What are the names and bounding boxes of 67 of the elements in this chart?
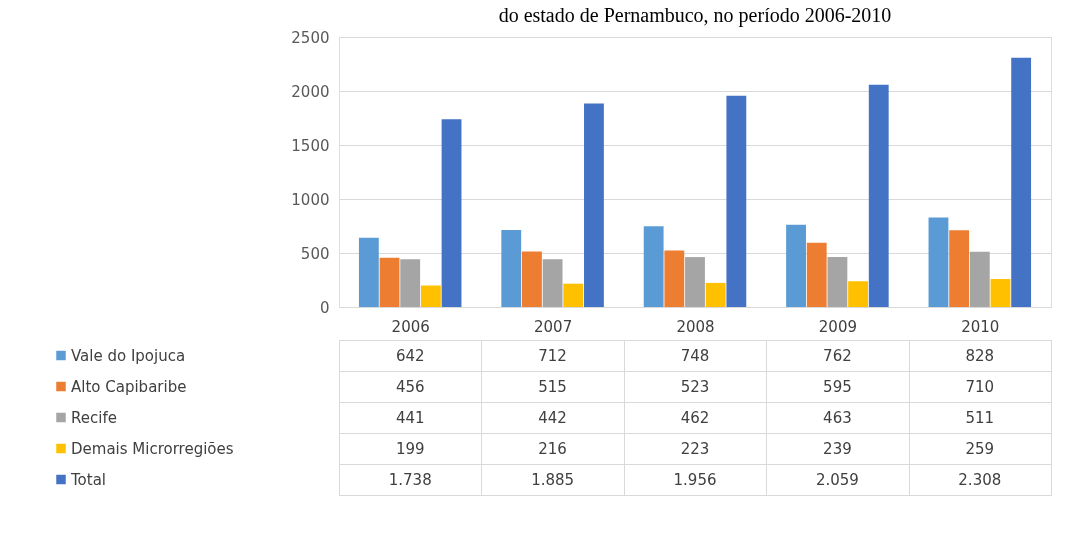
bar (949, 230, 970, 307)
y-tick-label: 2500 (291, 28, 330, 47)
data-label: 2.308 (958, 470, 1002, 489)
bar (441, 119, 462, 307)
y-tick-label: 2000 (291, 82, 330, 101)
legend-label: Demais Microrregiões (71, 439, 234, 458)
bar (928, 217, 949, 307)
bar (358, 237, 379, 307)
bar (379, 257, 400, 307)
data-label: 199 (395, 439, 425, 458)
bar (990, 279, 1011, 307)
bar (563, 283, 584, 307)
data-label: 523 (680, 377, 710, 396)
bar (501, 230, 522, 307)
data-label: 595 (823, 377, 852, 396)
x-tick-label: 2009 (818, 317, 857, 336)
data-label: 462 (680, 408, 710, 427)
data-label: 1.738 (388, 470, 432, 489)
data-label: 223 (680, 439, 710, 458)
legend-label: Total (70, 470, 107, 489)
y-tick-label: 1500 (291, 136, 330, 155)
data-label: 456 (395, 377, 425, 396)
bar (542, 259, 563, 307)
bar (664, 250, 685, 307)
legend-label: Recife (71, 408, 117, 427)
bar (643, 226, 664, 307)
bar (786, 224, 806, 307)
bar (522, 251, 542, 307)
bar (400, 259, 421, 307)
bar (705, 282, 726, 307)
y-tick-label: 1000 (291, 190, 330, 209)
bar (806, 242, 827, 307)
y-tick-label: 0 (319, 298, 330, 317)
bar (1011, 57, 1032, 307)
bar (584, 103, 604, 307)
bar (726, 95, 747, 307)
legend-label: Vale do Ipojuca (71, 346, 186, 365)
data-label: 1.885 (531, 470, 575, 489)
data-label: 1.956 (673, 470, 717, 489)
bar (868, 84, 889, 307)
bar (420, 285, 441, 307)
data-label: 442 (538, 408, 567, 427)
data-label: 642 (395, 346, 425, 365)
bar (685, 257, 705, 307)
data-label: 2.059 (815, 470, 859, 489)
x-tick-label: 2008 (676, 317, 715, 336)
data-label: 710 (965, 377, 995, 396)
data-label: 441 (395, 408, 425, 427)
data-label: 216 (538, 439, 567, 458)
x-tick-label: 2010 (961, 317, 1000, 336)
data-label: 259 (965, 439, 995, 458)
data-label: 515 (538, 377, 567, 396)
y-tick-label: 500 (300, 244, 330, 263)
chart-title: do estado de Pernambuco, no período 2006-2010 (498, 4, 892, 27)
data-label: 762 (823, 346, 852, 365)
bar (827, 257, 848, 307)
data-label: 828 (965, 346, 995, 365)
legend-label: Alto Capibaribe (71, 377, 187, 396)
data-label: 712 (538, 346, 567, 365)
x-tick-label: 2006 (391, 317, 430, 336)
data-label: 748 (680, 346, 710, 365)
bar (969, 251, 990, 307)
data-label: 239 (823, 439, 852, 458)
data-label: 511 (965, 408, 995, 427)
x-tick-label: 2007 (534, 317, 573, 336)
bar (848, 281, 868, 307)
data-label: 463 (823, 408, 852, 427)
